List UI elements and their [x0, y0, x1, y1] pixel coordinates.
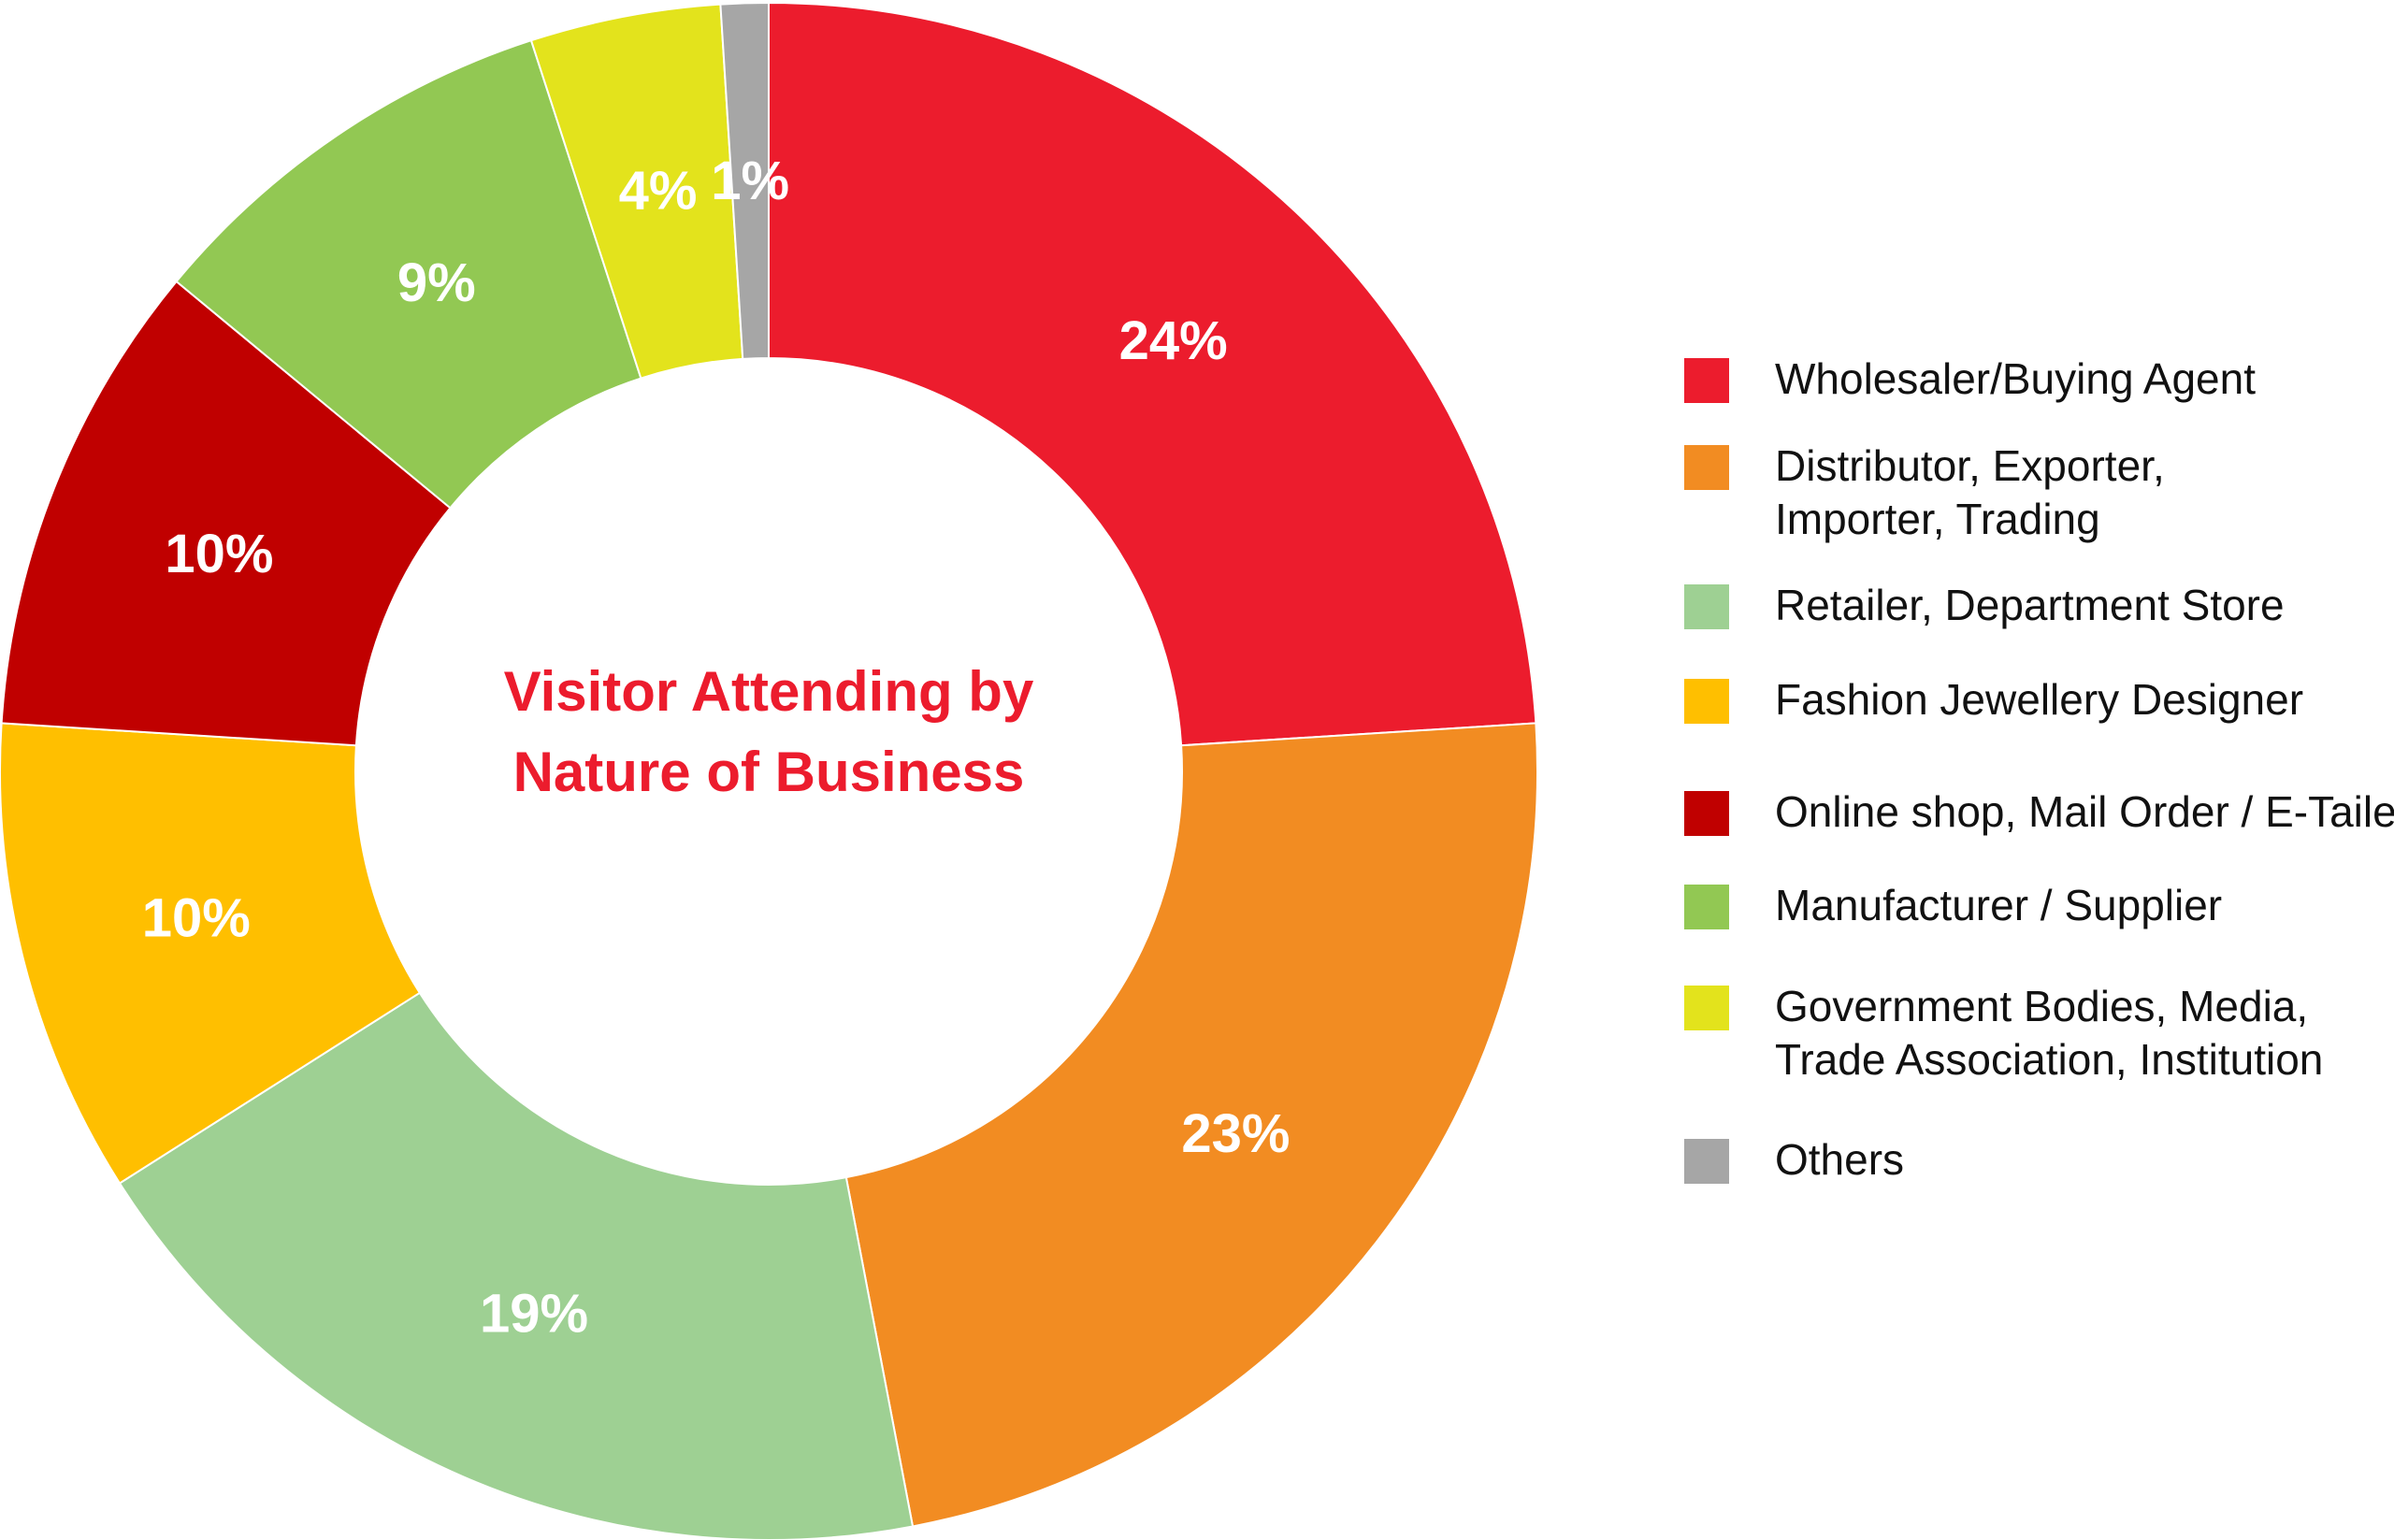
legend-item-manufacturer-supplier: Manufacturer / Supplier: [1684, 881, 2222, 929]
slice-manufacturer-supplier: [175, 38, 642, 510]
legend-label: Government Bodies, Media, Trade Associati…: [1775, 982, 2323, 1084]
slice-online-shop-mail-order-e-tailer: [0, 280, 452, 747]
legend-item-government-bodies-media-trade-association-institution: Government Bodies, Media, Trade Associati…: [1684, 982, 2323, 1084]
legend-item-online-shop-mail-order-e-tailer: Online shop, Mail Order / E-Tailer: [1684, 787, 2394, 836]
slice-distributor-exporter-importer-trading: [844, 722, 1538, 1528]
slice-label-wholesaler-buying-agent: 24%: [1119, 310, 1228, 371]
chart-title-line: Nature of Business: [513, 741, 1025, 803]
legend-label: Others: [1775, 1135, 1904, 1184]
slice-label-distributor-exporter-importer-trading: 23%: [1181, 1103, 1290, 1164]
chart-title-line: Visitor Attending by: [504, 660, 1034, 723]
legend-label: Online shop, Mail Order / E-Tailer: [1775, 787, 2394, 836]
chart-slice-labels: 24% 23% 19% 10% 10% 9% 4% 1%: [142, 151, 1291, 1345]
legend-item-others: Others: [1684, 1135, 1904, 1184]
legend-swatch: [1684, 445, 1729, 490]
legend-swatch: [1684, 358, 1729, 403]
slice-retailer-department-store: [118, 991, 915, 1540]
chart-legend: Wholesaler/Buying Agent Distributor, Expo…: [1684, 354, 2394, 1184]
legend-swatch: [1684, 885, 1729, 929]
slice-label-fashion-jewellery-designer: 10%: [142, 888, 251, 949]
legend-label: Fashion Jewellery Designer: [1775, 675, 2303, 724]
legend-label: Distributor, Exporter, Importer, Trading: [1775, 441, 2165, 543]
slice-label-others: 1%: [711, 151, 789, 211]
legend-label: Wholesaler/Buying Agent: [1775, 354, 2256, 403]
legend-label: Retailer, Department Store: [1775, 581, 2285, 629]
slice-wholesaler-buying-agent: [768, 1, 1537, 747]
legend-item-distributor-exporter-importer-trading: Distributor, Exporter, Importer, Trading: [1684, 441, 2165, 543]
chart-slices: [0, 1, 1538, 1540]
legend-item-fashion-jewellery-designer: Fashion Jewellery Designer: [1684, 675, 2303, 724]
legend-swatch: [1684, 1139, 1729, 1184]
chart-title: Visitor Attending by Nature of Business: [504, 660, 1034, 803]
slice-fashion-jewellery-designer: [0, 722, 422, 1185]
slice-label-government-bodies-media-trade-association-institution: 4%: [619, 161, 698, 222]
legend-swatch: [1684, 791, 1729, 836]
slice-others: [719, 1, 770, 360]
legend-swatch: [1684, 584, 1729, 629]
legend-label: Manufacturer / Supplier: [1775, 881, 2222, 929]
slice-label-manufacturer-supplier: 9%: [397, 252, 476, 313]
slice-label-retailer-department-store: 19%: [480, 1284, 588, 1345]
legend-item-retailer-department-store: Retailer, Department Store: [1684, 581, 2285, 629]
legend-item-wholesaler-buying-agent: Wholesaler/Buying Agent: [1684, 354, 2256, 403]
slice-label-online-shop-mail-order-e-tailer: 10%: [165, 524, 273, 584]
legend-swatch: [1684, 986, 1729, 1030]
legend-swatch: [1684, 679, 1729, 724]
